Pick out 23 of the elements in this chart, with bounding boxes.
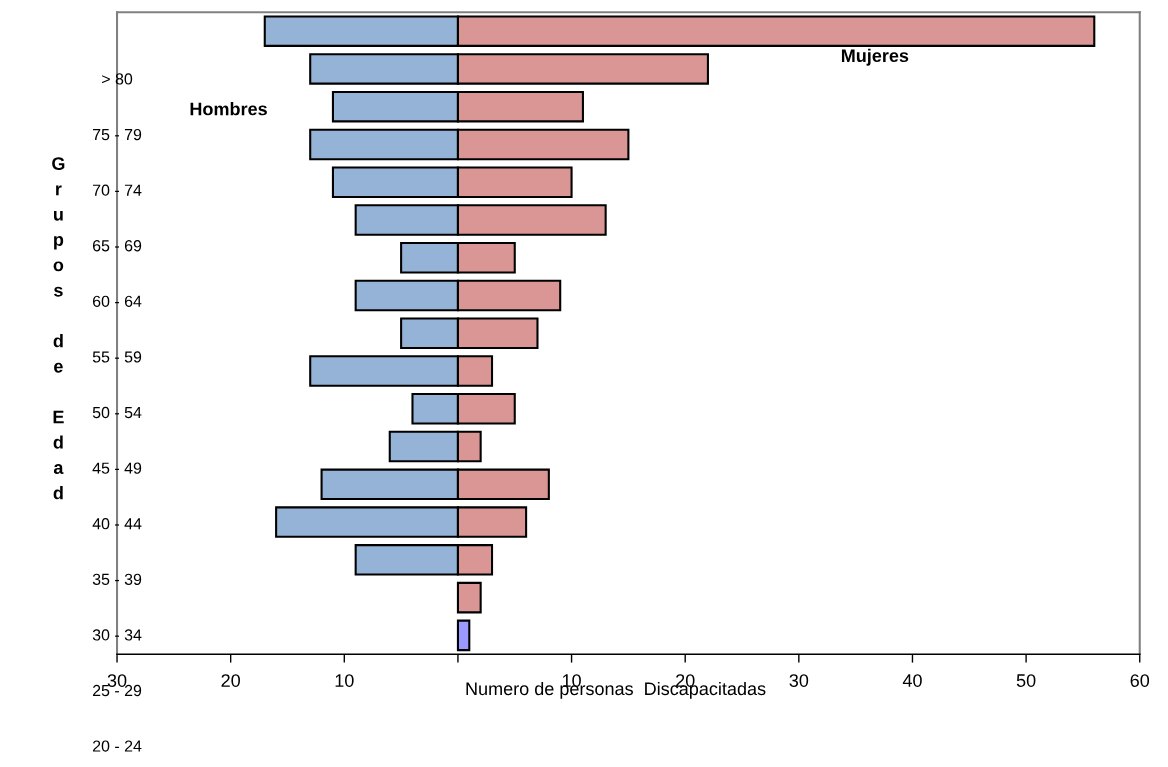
annotation: 65 - 69 [92,240,142,252]
x-tick-label: 50 [1016,674,1036,687]
bar [456,619,471,652]
bar [456,581,482,614]
annotation: 60 - 64 [92,295,142,307]
text: 20 - 24 [92,740,142,752]
x-tick-label: 10 [335,674,354,687]
annotation: 35 - 39 [92,573,142,585]
text: Hombres [190,102,267,116]
x-tick-label: 30 [789,674,809,687]
annotation: 45 - 49 [92,462,142,474]
annotation: 40 - 44 [92,518,142,530]
annotation: 55 - 59 [92,351,142,363]
annotation: 30 - 34 [92,629,142,641]
text: Grupos de Edad [52,157,65,500]
annotation: > 80 [102,73,133,85]
annotation: 70 - 74 [92,184,142,196]
x-tick-label: 60 [1130,674,1150,687]
x-tick-label: 20 [221,674,240,687]
annotation: 75 - 79 [92,128,142,141]
annotation: 50 - 54 [92,406,142,419]
x-tick-label: 40 [902,674,922,687]
series-label: Mujeres [841,48,909,66]
